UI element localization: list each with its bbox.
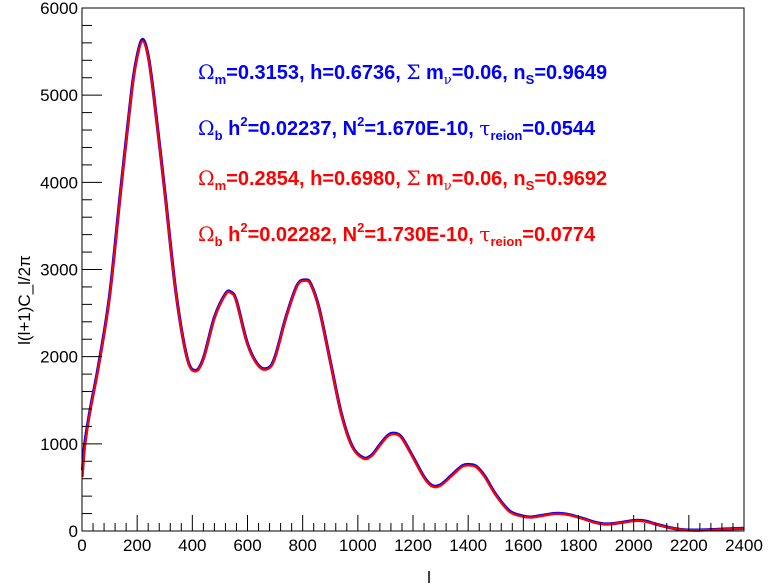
x-axis-title: l: [427, 568, 431, 587]
y-tick-label: 1000: [40, 435, 78, 454]
legend-series-a-line-1: Ωm=0.3153, h=0.6736, Σ mν=0.06, nS=0.964…: [198, 60, 608, 88]
x-tick-label: 2400: [725, 536, 763, 555]
legend-series-b-line-1: Ωm=0.2854, h=0.6980, Σ mν=0.06, nS=0.969…: [198, 166, 608, 194]
series-line-b: [81, 40, 745, 532]
x-tick-label: 400: [178, 536, 206, 555]
x-tick-label: 1000: [339, 536, 377, 555]
y-tick-label: 0: [69, 522, 78, 541]
y-tick-label: 6000: [40, 0, 78, 18]
y-tick-label: 4000: [40, 173, 78, 192]
x-tick-label: 0: [77, 536, 86, 555]
y-tick-label: 5000: [40, 86, 78, 105]
series-curves: [80, 37, 745, 532]
legend-series-b-line-2: Ωb h2=0.02282, N2=1.730E-10, τreion=0.07…: [198, 220, 596, 249]
x-tick-label: 2000: [615, 536, 653, 555]
y-tick-label: 2000: [40, 348, 78, 367]
x-tick-label: 200: [123, 536, 151, 555]
x-tick-label: 600: [233, 536, 261, 555]
x-tick-label: 2200: [670, 536, 708, 555]
x-tick-label: 1400: [449, 536, 487, 555]
x-tick-label: 1200: [394, 536, 432, 555]
legend-series-a-line-2: Ωb h2=0.02237, N2=1.670E-10, τreion=0.05…: [198, 114, 596, 143]
x-tick-label: 1600: [504, 536, 542, 555]
y-axis-ticks: 0 1000 2000 3000 4000 5000 6000: [40, 0, 102, 541]
y-tick-label: 3000: [40, 261, 78, 280]
x-tick-label: 800: [288, 536, 316, 555]
y-axis-title: l(l+1)C_l/2π: [15, 255, 34, 345]
x-tick-label: 1800: [560, 536, 598, 555]
x-axis-ticks: 0 200 400 600 800 1000 1200 1400 1600 1800 2000 220…: [77, 515, 763, 555]
